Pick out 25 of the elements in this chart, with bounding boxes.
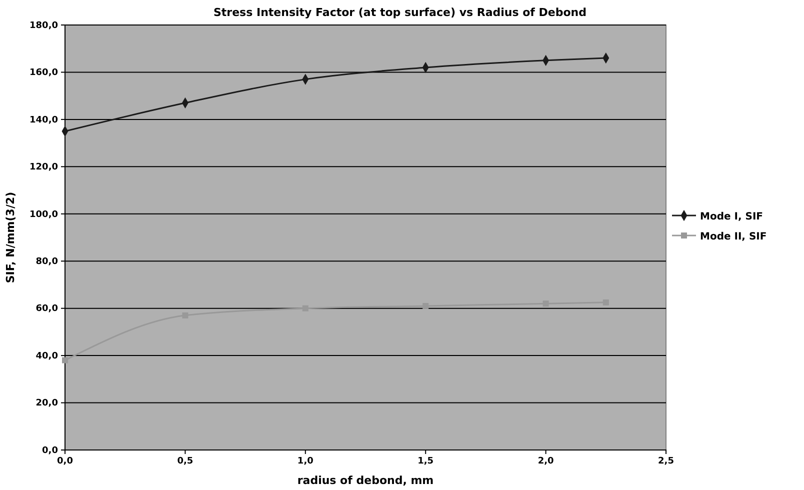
y-tick-label: 0,0 — [42, 446, 58, 456]
x-axis-title: radius of debond, mm — [297, 474, 434, 487]
y-tick-label: 180,0 — [30, 20, 58, 31]
y-tick-label: 40,0 — [36, 351, 58, 362]
y-tick-label: 100,0 — [30, 210, 58, 220]
point — [542, 300, 549, 307]
legend-label: Mode I, SIF — [700, 212, 763, 222]
y-axis-title: SIF, N/mm(3/2) — [4, 192, 17, 284]
y-tick-label: 140,0 — [30, 115, 58, 126]
x-tick-label: 0,0 — [57, 456, 73, 466]
point — [422, 302, 429, 309]
y-tick-label: 120,0 — [30, 162, 58, 173]
point — [182, 312, 188, 318]
legend-label: Mode II, SIF — [700, 232, 767, 242]
point — [302, 305, 308, 312]
x-tick-label: 2,0 — [538, 456, 554, 466]
chart-title: Stress Intensity Factor (at top surface) vs Radius of Debond — [213, 6, 587, 19]
y-tick-label: 20,0 — [36, 398, 58, 409]
y-tick-label: 160,0 — [30, 68, 58, 78]
x-tick-label: 1,0 — [297, 456, 314, 466]
y-tick-label: 60,0 — [36, 304, 58, 314]
x-tick-label: 0,5 — [177, 456, 194, 466]
x-tick-label: 1,5 — [418, 456, 434, 466]
x-tick-label: 2,5 — [658, 456, 674, 466]
y-tick-label: 80,0 — [36, 256, 58, 267]
